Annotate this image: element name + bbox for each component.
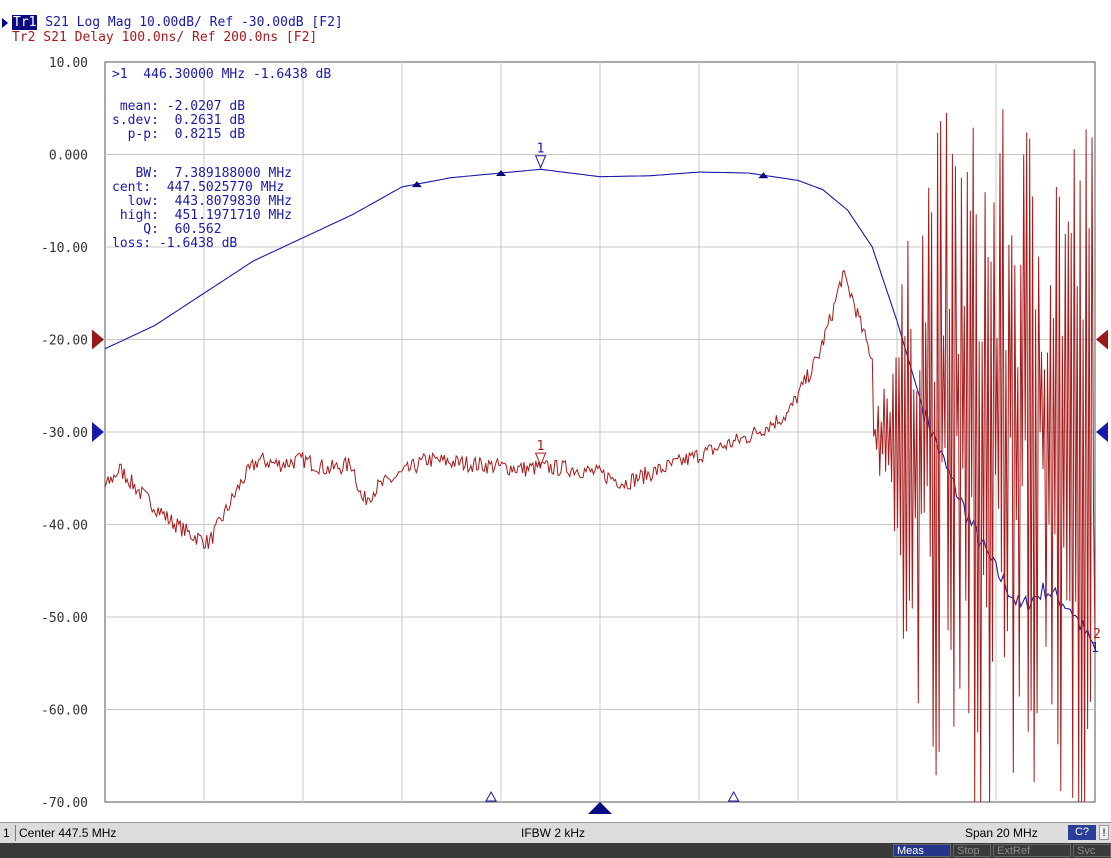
trace1-tag[interactable]: Tr1 [12, 15, 38, 30]
marker-label: 1 [537, 439, 545, 454]
y-tick-label: -30.00 [41, 426, 88, 441]
chart-marks: 11 [92, 142, 1108, 814]
y-axis-labels: 10.00 0.000 -10.00 -20.00 -30.00 -40.00 -50.00… [41, 56, 88, 811]
marker-readout: >1 446.30000 MHz -1.6438 dB [112, 67, 331, 82]
softkey-stop[interactable]: Stop [953, 844, 991, 857]
trace1-setting[interactable]: Tr1 S21 Log Mag 10.00dB/ Ref -30.00dB [F… [12, 15, 343, 30]
softkey-bar: Meas Stop ExtRef Svc [0, 843, 1111, 858]
softkey-meas[interactable]: Meas [893, 844, 951, 857]
center-frequency[interactable]: Center 447.5 MHz [19, 826, 117, 840]
stimulus-marker [727, 790, 740, 802]
status-divider [15, 825, 16, 841]
low-value: low: 443.8079830 MHz [112, 194, 292, 209]
y-tick-label: -20.00 [41, 334, 88, 349]
trace1-setting-text: S21 Log Mag 10.00dB/ Ref -30.00dB [F2] [37, 15, 343, 30]
y-tick-label: 0.000 [49, 149, 88, 164]
channel-number[interactable]: 1 [3, 826, 10, 840]
active-trace-arrow-icon [2, 18, 8, 28]
cent-value: cent: 447.5025770 MHz [112, 180, 284, 195]
q-value: Q: 60.562 [112, 222, 222, 237]
y-tick-label: -10.00 [41, 241, 88, 256]
softkey-svc[interactable]: Svc [1073, 844, 1111, 857]
calibration-status-button[interactable]: C? [1068, 825, 1096, 840]
trace2-setting[interactable]: Tr2 S21 Delay 100.0ns/ Ref 200.0ns [F2] [12, 30, 318, 45]
y-tick-label: -70.00 [41, 796, 88, 811]
status-bar: 1 Center 447.5 MHz IFBW 2 kHz Span 20 MH… [0, 822, 1111, 843]
traces [104, 109, 1096, 803]
loss-value: loss: -1.6438 dB [112, 236, 237, 251]
grid-lines [105, 62, 1095, 802]
softkey-extref[interactable]: ExtRef [993, 844, 1071, 857]
ref-level-right-tr1-icon [1096, 422, 1108, 442]
bandwidth-marker [411, 181, 422, 188]
ref-level-left-tr1-icon [92, 422, 104, 442]
ref-level-right-tr2-icon [1096, 329, 1108, 350]
y-tick-label: -40.00 [41, 519, 88, 534]
y-tick-label: -50.00 [41, 611, 88, 626]
bandwidth-marker [758, 172, 769, 179]
chart: 10.00 0.000 -10.00 -20.00 -30.00 -40.00 -50.00… [41, 56, 1108, 814]
high-value: high: 451.1971710 MHz [112, 208, 292, 223]
stat-pp: p-p: 0.8215 dB [112, 127, 245, 142]
bw-value: BW: 7.389188000 MHz [112, 166, 292, 181]
y-tick-label: -60.00 [41, 704, 88, 719]
stimulus-marker [485, 790, 497, 802]
warning-button[interactable]: ! [1099, 825, 1109, 840]
marker-triangle-icon [534, 452, 547, 467]
trace2-end-label: 2 [1093, 627, 1101, 642]
ref-level-left-tr2-icon [92, 329, 104, 350]
marker-triangle-icon [534, 155, 547, 170]
stat-mean: mean: -2.0207 dB [112, 99, 245, 114]
marker-label: 1 [537, 142, 545, 157]
active-stimulus-marker [588, 802, 612, 814]
stat-sdev: s.dev: 0.2631 dB [112, 113, 245, 128]
trace2-line [104, 109, 1096, 803]
bandwidth-marker [496, 170, 506, 176]
y-tick-label: 10.00 [49, 56, 88, 71]
span-value[interactable]: Span 20 MHz [965, 826, 1038, 840]
trace-header: Tr1 S21 Log Mag 10.00dB/ Ref -30.00dB [F… [0, 0, 1111, 55]
trace1-end-label: 1 [1091, 641, 1099, 656]
ifbw-value[interactable]: IFBW 2 kHz [521, 826, 586, 840]
